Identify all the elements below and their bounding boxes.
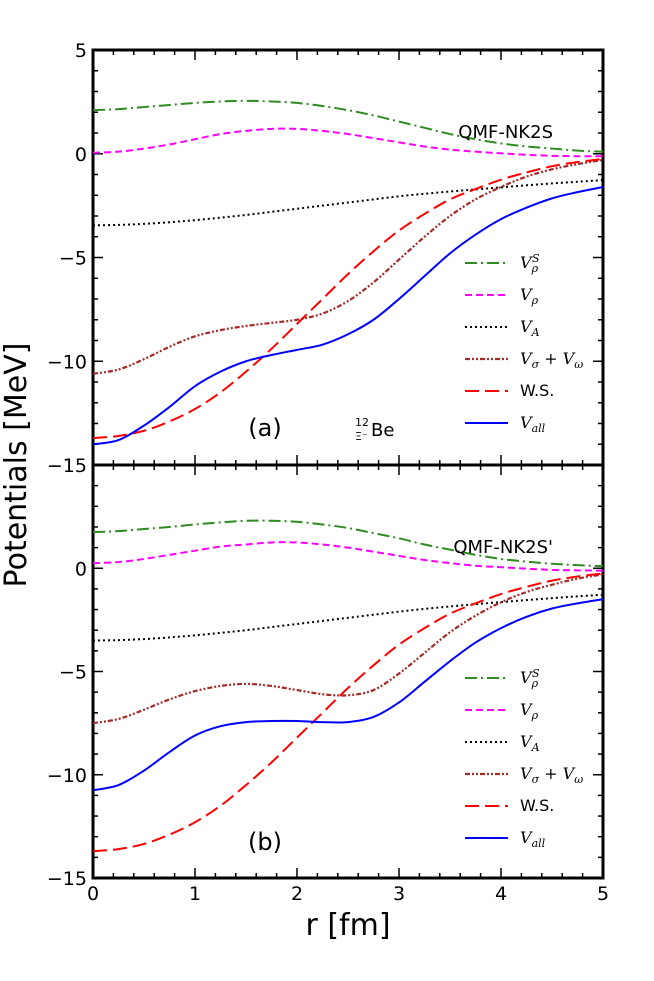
nucleus-mass: 12 (355, 416, 369, 429)
y-tick-label: 0 (75, 558, 87, 580)
nucleus-label: 12Ξ⁻ Be (355, 416, 394, 443)
y-tick-label: −10 (47, 351, 87, 373)
y-tick-label: 0 (75, 144, 87, 166)
shared-axis-labels: Potentials [MeV] r [fm] (0, 343, 391, 943)
panel-tag: (b) (248, 828, 282, 856)
series-line-v-rho (93, 127, 603, 158)
legend-label-v-a: VA (520, 732, 540, 754)
nucleus-symbol: Be (371, 420, 394, 441)
x-tick-label: 4 (495, 883, 507, 905)
series-line-v-a (93, 179, 603, 227)
legend-label-v-a: VA (520, 317, 540, 339)
y-tick-label: −5 (59, 662, 87, 684)
series-line-ws (93, 157, 603, 440)
series-line-v-sigma-omega (93, 158, 603, 375)
x-tick-label: 3 (393, 883, 405, 905)
x-tick-label: 2 (291, 883, 303, 905)
y-axis-title: Potentials [MeV] (0, 343, 34, 588)
legend-label-v-rho-s: VρS (520, 667, 540, 691)
x-tick-label: 5 (597, 883, 609, 905)
y-tick-label: −15 (47, 455, 87, 477)
legend-label-v-sigma-omega: Vσ + Vω (520, 349, 583, 371)
legend-label-v-all: Vall (520, 828, 546, 850)
x-tick-label: 0 (87, 883, 99, 905)
series-line-v-sigma-omega (93, 573, 603, 725)
legend-label-v-rho-s: VρS (520, 252, 540, 276)
legend-label-v-sigma-omega: Vσ + Vω (520, 764, 583, 786)
legend-label-v-rho: Vρ (520, 285, 539, 307)
y-tick-label: −15 (47, 868, 87, 890)
series-line-ws (93, 572, 603, 853)
legend-label-v-all: Vall (520, 413, 546, 435)
x-tick-label: 1 (189, 883, 201, 905)
series-line-v-a (93, 593, 603, 642)
legend-label-ws: W.S. (520, 381, 554, 400)
series-line-v-rho (93, 541, 603, 572)
series-line-v-all (93, 185, 603, 446)
y-tick-label: 5 (75, 40, 87, 62)
series-line-v-all (93, 598, 603, 792)
legend-label-ws: W.S. (520, 796, 554, 815)
x-axis-title: r [fm] (305, 908, 390, 943)
y-tick-label: −10 (47, 765, 87, 787)
nucleus-hyperon: Ξ⁻ (355, 430, 368, 443)
model-label: QMF-NK2S (458, 122, 553, 143)
legend-label-v-rho: Vρ (520, 700, 539, 722)
panel-tag: (a) (248, 414, 281, 442)
y-tick-label: −5 (59, 248, 87, 270)
panel-a: 5 0 −5 −10 −15 VρS Vρ VA Vσ + Vω W.S. Vall QMF-NK2S… (47, 40, 605, 477)
model-label: QMF-NK2S' (453, 537, 553, 558)
